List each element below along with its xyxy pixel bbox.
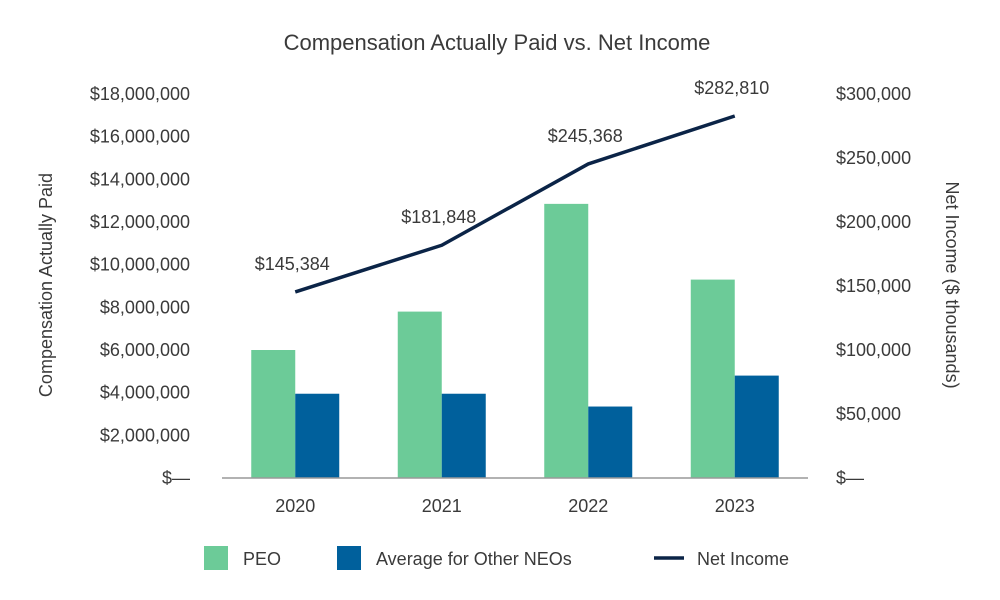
net-income-data-label: $282,810 <box>694 78 769 98</box>
bar-other-neos-2022 <box>588 406 633 478</box>
y2-tick-label: $200,000 <box>836 212 911 232</box>
x-tick-label: 2022 <box>568 496 608 516</box>
y-tick-label: $14,000,000 <box>90 169 190 189</box>
y-axis-ticks: $— $2,000,000 $4,000,000 $6,000,000 $8,000,0… <box>90 84 190 488</box>
bar-other-neos-2021 <box>441 393 486 478</box>
net-income-data-label: $145,384 <box>255 254 330 274</box>
legend: PEO Average for Other NEOs Net Income <box>204 546 789 570</box>
x-tick-label: 2021 <box>422 496 462 516</box>
bars-group <box>251 203 779 478</box>
net-income-line-group: $145,384 $181,848 $245,368 $282,810 <box>255 78 769 294</box>
y2-axis-ticks: $— $50,000 $100,000 $150,000 $200,000 $250,00… <box>836 84 911 488</box>
bar-peo-2020 <box>251 350 296 478</box>
bar-peo-2023 <box>690 279 735 478</box>
legend-label-other-neos: Average for Other NEOs <box>376 549 572 569</box>
legend-swatch-other-neos <box>337 546 361 570</box>
y-tick-label: $6,000,000 <box>100 340 190 360</box>
y-tick-label: $— <box>162 468 190 488</box>
bar-peo-2021 <box>397 311 442 478</box>
net-income-data-label: $245,368 <box>548 126 623 146</box>
y-axis-title: Compensation Actually Paid <box>36 173 56 397</box>
y-tick-label: $18,000,000 <box>90 84 190 104</box>
y2-tick-label: $250,000 <box>836 148 911 168</box>
y2-axis-title: Net Income ($ thousands) <box>942 181 962 388</box>
y2-tick-label: $300,000 <box>836 84 911 104</box>
y-tick-label: $2,000,000 <box>100 425 190 445</box>
x-tick-label: 2023 <box>715 496 755 516</box>
y-tick-label: $16,000,000 <box>90 127 190 147</box>
legend-label-peo: PEO <box>243 549 281 569</box>
y-tick-label: $4,000,000 <box>100 383 190 403</box>
x-tick-label: 2020 <box>275 496 315 516</box>
bar-peo-2022 <box>544 203 589 478</box>
y-tick-label: $12,000,000 <box>90 212 190 232</box>
legend-label-net-income: Net Income <box>697 549 789 569</box>
y2-tick-label: $50,000 <box>836 404 901 424</box>
legend-swatch-peo <box>204 546 228 570</box>
y2-tick-label: $100,000 <box>836 340 911 360</box>
y-tick-label: $8,000,000 <box>100 297 190 317</box>
net-income-data-label: $181,848 <box>401 207 476 227</box>
y2-tick-label: $150,000 <box>836 276 911 296</box>
bar-other-neos-2023 <box>734 375 779 478</box>
chart-title: Compensation Actually Paid vs. Net Incom… <box>284 30 711 55</box>
bar-other-neos-2020 <box>295 393 340 478</box>
net-income-line <box>294 114 736 294</box>
x-axis-ticks: 2020 2021 2022 2023 <box>275 496 755 516</box>
y-tick-label: $10,000,000 <box>90 255 190 275</box>
y2-tick-label: $— <box>836 468 864 488</box>
